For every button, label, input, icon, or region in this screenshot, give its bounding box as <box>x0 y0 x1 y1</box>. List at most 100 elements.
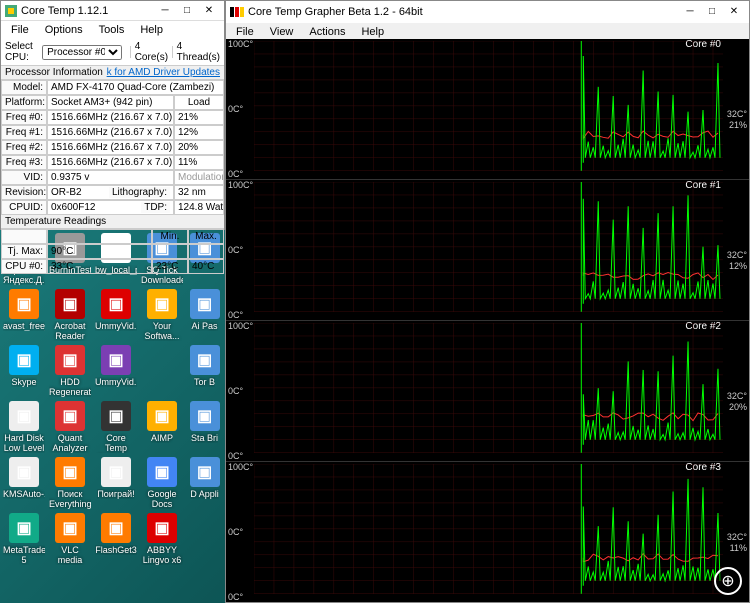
freq1-label: Freq #1: <box>1 125 47 140</box>
gr-menu-actions[interactable]: Actions <box>303 25 351 39</box>
revision-value: OR-B2 <box>51 187 109 198</box>
magnify-icon[interactable]: ⊕ <box>714 567 742 595</box>
cores-count: 4 Core(s) <box>135 41 168 63</box>
desktop-icon[interactable]: ▣UmmyVid... <box>94 344 138 398</box>
load-header: Load <box>174 95 224 110</box>
chart-Core #2: 100C° 0C° 0C° Core #2 32C° 20% <box>226 321 749 462</box>
menu-tools[interactable]: Tools <box>93 23 131 37</box>
gr-minimize-button[interactable]: ─ <box>679 3 701 21</box>
desktop-icon[interactable]: ▣Sta Bri <box>186 400 223 454</box>
desktop-icon[interactable]: ▣Поиграй! <box>94 456 138 510</box>
desktop-icon[interactable]: ▣Quant Analyzer 4 <box>48 400 92 454</box>
chart-svg <box>254 182 723 312</box>
gr-menu-help[interactable]: Help <box>355 25 390 39</box>
freq2-label: Freq #2: <box>1 140 47 155</box>
desktop-icon[interactable]: ▣Acrobat Reader DC <box>48 288 92 342</box>
desktop[interactable]: ▣Скриншоты Яндекс.Д...▣BurnInTest▣bw_loc… <box>0 230 225 603</box>
freq1-value: 1516.66MHz (216.67 x 7.0) <box>47 125 174 140</box>
desktop-icon[interactable]: ▣D Appli <box>186 456 223 510</box>
lithography-value: 32 nm <box>174 185 224 200</box>
desktop-icon[interactable]: ▣HDD Regenerator <box>48 344 92 398</box>
cpu0-temp-max: 40°C <box>188 259 224 274</box>
freq0-value: 1516.66MHz (216.67 x 7.0) <box>47 110 174 125</box>
freq3-load: 11% <box>174 155 224 170</box>
y-label-mid: 0C° <box>228 386 243 396</box>
processor-info-header: Processor Information k for AMD Driver U… <box>1 66 224 80</box>
desktop-icon[interactable]: ▣Ai Pas <box>186 288 223 342</box>
driver-updates-link[interactable]: k for AMD Driver Updates <box>107 67 220 78</box>
desktop-icon[interactable]: ▣Skype <box>2 344 46 398</box>
desktop-icon[interactable]: ▣avast_free_... <box>2 288 46 342</box>
y-label-mid: 0C° <box>228 527 243 537</box>
desktop-icon[interactable]: ▣FlashGet3 <box>94 512 138 566</box>
menu-file[interactable]: File <box>5 23 35 37</box>
y-label-bot: 0C° <box>228 451 243 461</box>
gr-menu-view[interactable]: View <box>264 25 300 39</box>
r-label-temp: 32C° <box>727 250 747 260</box>
max-header: Max. <box>188 229 224 244</box>
minimize-button[interactable]: ─ <box>154 2 176 20</box>
chart-Core #3: 100C° 0C° 0C° Core #3 32C° 11% <box>226 462 749 602</box>
chart-svg <box>254 41 723 171</box>
cpuid-label: CPUID: <box>1 200 47 215</box>
vid-value: 0.9375 v <box>47 170 174 185</box>
coretemp-menubar: File Options Tools Help <box>1 21 224 39</box>
gr-menu-file[interactable]: File <box>230 25 260 39</box>
cpuid-value: 0x600F12 <box>51 202 141 213</box>
desktop-icon[interactable]: ▣Your Softwa... <box>140 288 184 342</box>
cpu-select-row: Select CPU: Processor #0 4 Core(s) 4 Thr… <box>1 39 224 66</box>
coretemp-title: Core Temp 1.12.1 <box>21 5 154 17</box>
platform-value: Socket AM3+ (942 pin) <box>47 95 174 110</box>
r-label-temp: 32C° <box>727 109 747 119</box>
coretemp-window: Core Temp 1.12.1 ─ □ ✕ File Options Tool… <box>0 0 225 230</box>
select-cpu-label: Select CPU: <box>5 41 38 63</box>
y-label-mid: 0C° <box>228 245 243 255</box>
menu-options[interactable]: Options <box>39 23 89 37</box>
gr-maximize-button[interactable]: □ <box>701 3 723 21</box>
desktop-icon[interactable]: ▣Core Temp Gadget... <box>94 400 138 454</box>
freq1-load: 12% <box>174 125 224 140</box>
cpu0-temp-value: 33°C <box>47 259 152 274</box>
desktop-icon[interactable]: ▣Hard Disk Low Level ... <box>2 400 46 454</box>
revision-label: Revision: <box>1 185 47 200</box>
r-label-load: 12% <box>729 261 747 271</box>
min-header: Min. <box>152 229 188 244</box>
desktop-icon[interactable]: ▣UmmyVid... <box>94 288 138 342</box>
grapher-titlebar[interactable]: Core Temp Grapher Beta 1.2 - 64bit ─ □ ✕ <box>226 1 749 23</box>
chart-svg <box>254 323 723 453</box>
desktop-icon[interactable]: ▣KMSAuto-... <box>2 456 46 510</box>
freq2-load: 20% <box>174 140 224 155</box>
close-button[interactable]: ✕ <box>198 2 220 20</box>
cpu0-temp-min: 23°C <box>152 259 188 274</box>
gr-close-button[interactable]: ✕ <box>723 3 745 21</box>
maximize-button[interactable]: □ <box>176 2 198 20</box>
y-label-bot: 0C° <box>228 310 243 320</box>
y-label-mid: 0C° <box>228 104 243 114</box>
tjmax-label: Tj. Max: <box>1 244 47 259</box>
r-label-temp: 32C° <box>727 391 747 401</box>
desktop-icon[interactable]: ▣ABBYY Lingvo x6 <box>140 512 184 566</box>
processor-info-grid: Model:AMD FX-4170 Quad-Core (Zambezi) Pl… <box>1 80 224 215</box>
freq3-value: 1516.66MHz (216.67 x 7.0) <box>47 155 174 170</box>
desktop-icon[interactable]: ▣VLC media player <box>48 512 92 566</box>
chart-Core #1: 100C° 0C° 0C° Core #1 32C° 12% <box>226 180 749 321</box>
desktop-icon[interactable]: ▣AIMP <box>140 400 184 454</box>
threads-count: 4 Thread(s) <box>177 41 220 63</box>
desktop-icon[interactable]: ▣Google Docs <box>140 456 184 510</box>
y-label-bot: 0C° <box>228 169 243 179</box>
r-label-load: 11% <box>730 543 747 553</box>
y-label-top: 100C° <box>228 321 253 331</box>
y-label-top: 100C° <box>228 180 253 190</box>
chart-svg <box>254 464 723 594</box>
grapher-title: Core Temp Grapher Beta 1.2 - 64bit <box>248 6 679 18</box>
desktop-icon[interactable]: ▣Tor B <box>186 344 223 398</box>
cpu-select[interactable]: Processor #0 <box>42 45 122 60</box>
desktop-icon[interactable] <box>140 344 184 398</box>
desktop-icon[interactable]: ▣Поиск Everything <box>48 456 92 510</box>
desktop-icon[interactable] <box>186 512 223 566</box>
desktop-icon[interactable]: ▣MetaTrader 5 <box>2 512 46 566</box>
freq0-load: 21% <box>174 110 224 125</box>
menu-help[interactable]: Help <box>134 23 169 37</box>
modulation-label: Modulation: <box>174 170 224 185</box>
coretemp-titlebar[interactable]: Core Temp 1.12.1 ─ □ ✕ <box>1 1 224 21</box>
